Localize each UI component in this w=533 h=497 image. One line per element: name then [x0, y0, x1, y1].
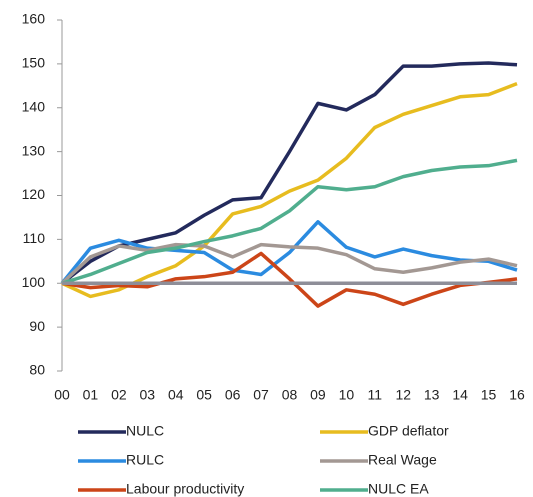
series-line: [60, 61, 518, 285]
x-tick-label: 10: [339, 387, 355, 403]
x-tick-label: 05: [196, 387, 212, 403]
y-tick-label: 110: [23, 230, 46, 246]
y-tick-label: 130: [22, 142, 46, 158]
y-tick-label: 90: [29, 318, 45, 334]
x-tick-label: 13: [424, 387, 440, 403]
series-line: [61, 81, 518, 299]
x-tick-label: 03: [140, 387, 156, 403]
legend-label: Real Wage: [368, 452, 437, 468]
x-tick-label: 06: [225, 387, 241, 403]
series-line: [60, 220, 518, 285]
x-tick-label: 11: [368, 387, 383, 403]
x-tick-label: 14: [452, 387, 468, 403]
series-line: [61, 158, 518, 285]
x-tick-label: 15: [481, 387, 497, 403]
x-tick-label: 02: [111, 387, 127, 403]
legend-label: RULC: [126, 452, 164, 468]
series-line: [60, 242, 518, 285]
legend-label: NULC: [126, 423, 164, 439]
y-tick-label: 120: [22, 186, 46, 202]
y-tick-label: 160: [22, 11, 46, 27]
x-tick-label: 01: [83, 387, 99, 403]
x-tick-label: 09: [310, 387, 326, 403]
x-tick-label: 16: [509, 387, 525, 403]
x-tick-label: 12: [395, 387, 411, 403]
y-tick-label: 150: [22, 55, 46, 71]
y-tick-label: 140: [22, 98, 46, 114]
series-line: [61, 251, 518, 308]
y-tick-label: 80: [29, 362, 45, 378]
x-tick-label: 07: [253, 387, 269, 403]
x-tick-label: 04: [168, 387, 184, 403]
x-tick-label: 08: [282, 387, 298, 403]
x-tick-label: 00: [54, 387, 70, 403]
y-tick-label: 100: [22, 274, 46, 290]
legend-label: NULC EA: [368, 481, 429, 497]
legend-label: GDP deflator: [368, 423, 449, 439]
legend-label: Labour productivity: [126, 481, 244, 497]
